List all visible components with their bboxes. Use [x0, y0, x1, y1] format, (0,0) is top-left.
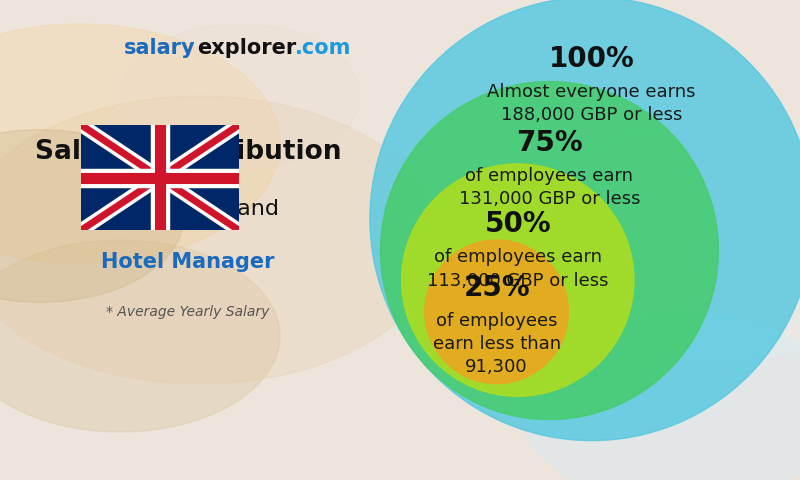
- Text: salary: salary: [124, 38, 196, 59]
- Text: 188,000 GBP or less: 188,000 GBP or less: [501, 106, 682, 124]
- Text: * Average Yearly Salary: * Average Yearly Salary: [106, 305, 270, 319]
- Circle shape: [520, 120, 800, 360]
- Circle shape: [120, 24, 360, 168]
- Circle shape: [0, 24, 280, 264]
- Text: Northern Ireland: Northern Ireland: [97, 199, 279, 219]
- Text: explorer: explorer: [197, 38, 296, 59]
- Text: 131,000 GBP or less: 131,000 GBP or less: [458, 191, 640, 208]
- Circle shape: [425, 240, 569, 384]
- Circle shape: [520, 312, 800, 480]
- Circle shape: [370, 0, 800, 441]
- Text: Almost everyone earns: Almost everyone earns: [487, 83, 696, 101]
- Text: 113,000 GBP or less: 113,000 GBP or less: [427, 272, 609, 290]
- Text: of employees earn: of employees earn: [434, 249, 602, 266]
- Text: 75%: 75%: [516, 129, 582, 157]
- Text: 91,300: 91,300: [466, 358, 528, 376]
- Text: 25%: 25%: [463, 274, 530, 302]
- Text: earn less than: earn less than: [433, 335, 561, 353]
- Circle shape: [0, 130, 184, 302]
- Text: of employees earn: of employees earn: [466, 167, 634, 185]
- Text: Hotel Manager: Hotel Manager: [102, 252, 274, 272]
- Text: Salaries Distribution: Salaries Distribution: [34, 139, 342, 165]
- Text: of employees: of employees: [436, 312, 558, 330]
- Text: 100%: 100%: [549, 45, 634, 72]
- Circle shape: [381, 82, 718, 420]
- Text: 50%: 50%: [485, 210, 551, 239]
- Circle shape: [0, 240, 280, 432]
- Text: .com: .com: [294, 38, 350, 59]
- Circle shape: [402, 164, 634, 396]
- Circle shape: [0, 96, 440, 384]
